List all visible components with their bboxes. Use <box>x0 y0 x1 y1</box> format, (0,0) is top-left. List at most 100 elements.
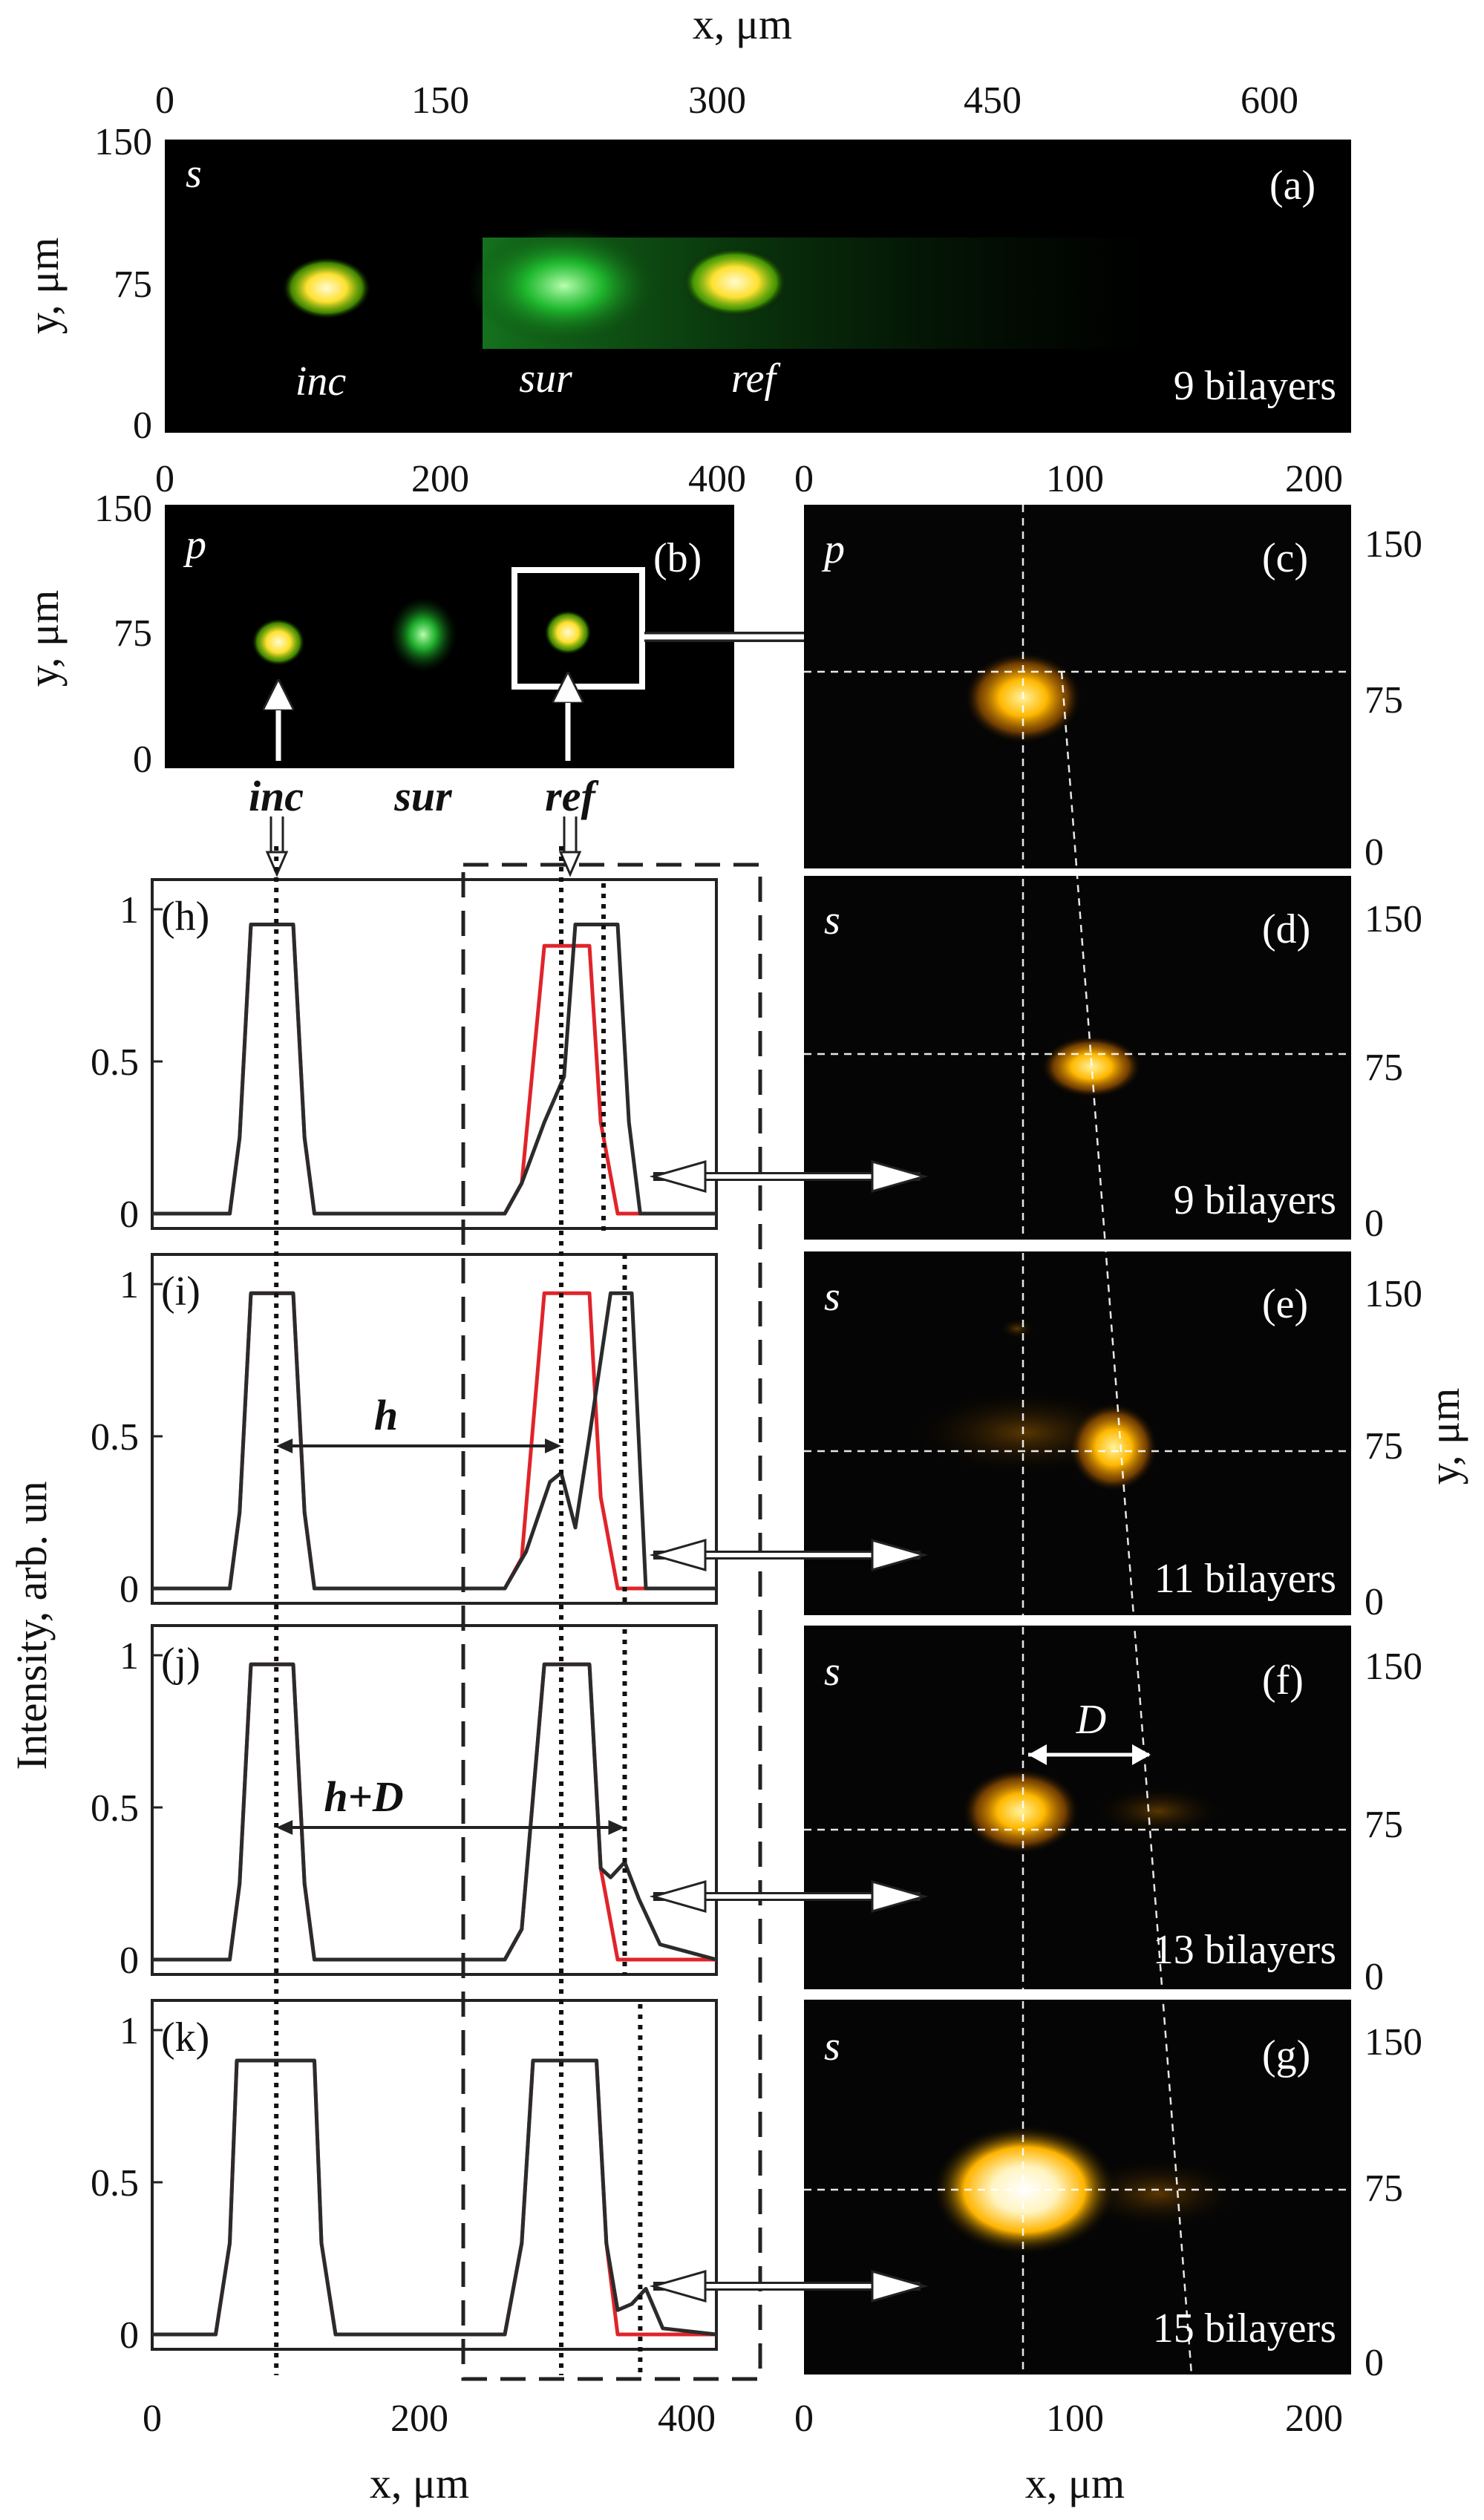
plot-y-tick: 1 <box>120 1635 139 1678</box>
top-tick: 150 <box>411 79 469 122</box>
panel-a-spot-ref: ref <box>731 356 782 402</box>
series-black <box>152 1291 716 1591</box>
panel-b-label-sur: sur <box>393 772 452 820</box>
panel-a-label: (a) <box>1269 163 1315 209</box>
panel-d-spot <box>1041 1035 1142 1098</box>
inc-spot <box>282 257 371 319</box>
right-y-tick: 0 <box>1364 2342 1384 2384</box>
right-y-tick: 150 <box>1364 2021 1422 2064</box>
right-top-x-tick: 100 <box>1046 458 1104 500</box>
right-y-tick: 0 <box>1364 1956 1384 1998</box>
h-arrow-label: h <box>374 1391 398 1439</box>
plot-y-tick: 0.5 <box>91 2162 139 2205</box>
panel-b-label: (b) <box>653 535 702 581</box>
panel-a-y-tick: 75 <box>114 264 152 306</box>
panel-d-caption: 9 bilayers <box>1174 1177 1336 1223</box>
plot-y-tick: 0 <box>120 1194 139 1236</box>
panel-a-y-label: y, μm <box>19 238 68 334</box>
plot-label: (h) <box>161 894 209 940</box>
plots-x-tick: 200 <box>390 2398 448 2440</box>
right-y-label: y, μm <box>1420 1388 1468 1485</box>
hd-arrow-left-head <box>276 1820 293 1835</box>
plot-to-image-arrows <box>649 1160 929 2303</box>
plot-label: (k) <box>161 2015 209 2061</box>
panel-f-spot <box>961 1768 1080 1854</box>
arrow-h-g-left <box>649 2270 707 2303</box>
right-y-tick: 0 <box>1364 1202 1384 1245</box>
right-y-tick: 0 <box>1364 1581 1384 1623</box>
arrow-h-d-right <box>871 1160 929 1193</box>
right-y-tick: 150 <box>1364 1273 1422 1315</box>
panel-g-caption: 15 bilayers <box>1153 2305 1336 2352</box>
panel-e-label: (e) <box>1262 1281 1308 1327</box>
plot-frame <box>151 878 718 1230</box>
panel-d-pol: s <box>824 897 840 943</box>
right-panels: D p (c) s (d) 9 bilayers s (e) 11 bilaye… <box>804 505 1351 2375</box>
panel-g-label: (g) <box>1262 2032 1310 2078</box>
arrow-h-f-right <box>871 1880 929 1913</box>
plot-y-tick: 0.5 <box>91 1416 139 1459</box>
sur-spot <box>390 598 457 672</box>
plot-y-tick: 0.5 <box>91 1787 139 1830</box>
plot-label: (j) <box>161 1640 200 1686</box>
hd-arrow-right-head <box>608 1820 625 1835</box>
plots-x-tick: 400 <box>658 2398 716 2440</box>
right-bottom-x-tick: 200 <box>1285 2398 1343 2440</box>
panel-e-caption: 11 bilayers <box>1154 1556 1336 1602</box>
inc-spot <box>252 618 305 666</box>
right-y-tick: 75 <box>1364 1047 1403 1089</box>
plot-y-tick: 1 <box>120 2010 139 2052</box>
panel-b-y-tick: 150 <box>94 488 152 530</box>
right-y-tick: 0 <box>1364 831 1384 874</box>
panel-b-x-tick: 0 <box>155 458 174 500</box>
top-tick: 450 <box>964 79 1022 122</box>
panel-f-label: (f) <box>1262 1657 1304 1704</box>
right-y-ticks: 150 75 0 150 75 0 150 75 0 150 75 0 150 … <box>1364 523 1422 2384</box>
arrow-h-e-right <box>871 1539 929 1571</box>
plot-y-tick: 0.5 <box>91 1041 139 1084</box>
panel-g-pol: s <box>824 2023 840 2069</box>
plot-y-tick: 0 <box>120 1568 139 1611</box>
right-bottom-x-tick: 0 <box>794 2398 814 2440</box>
arrow-down-inc <box>269 816 284 854</box>
panel-b-x-tick: 400 <box>688 458 746 500</box>
right-y-tick: 75 <box>1364 1425 1403 1467</box>
d-marker-right <box>1132 1744 1151 1765</box>
panel-a: s (a) inc sur ref 9 bilayers <box>165 140 1351 433</box>
right-y-tick: 150 <box>1364 898 1422 940</box>
panel-d-label: (d) <box>1262 906 1310 952</box>
plot-frame <box>151 1253 718 1605</box>
panel-b-pol: p <box>183 522 206 568</box>
panel-f-caption: 13 bilayers <box>1153 1927 1336 1973</box>
panel-b-y-label: y, μm <box>19 590 68 687</box>
d-marker-left <box>1028 1744 1047 1765</box>
arrow-head-inc <box>265 851 289 877</box>
right-x-label: x, μm <box>1025 2459 1125 2507</box>
plot-frame <box>151 1624 718 1976</box>
panel-c-pol: p <box>821 526 845 572</box>
panel-b-label-ref: ref <box>545 772 599 820</box>
panel-b-label-inc: inc <box>249 772 304 820</box>
panel-a-y-tick: 0 <box>133 405 152 447</box>
right-y-tick: 75 <box>1364 679 1403 721</box>
series-black <box>152 2058 717 2337</box>
top-tick: 0 <box>155 79 174 122</box>
panel-a-caption: 9 bilayers <box>1174 363 1336 409</box>
series-black <box>152 923 716 1216</box>
arrow-h-d-left <box>649 1160 707 1193</box>
right-top-x-tick: 0 <box>794 458 814 500</box>
plot-y-tick: 1 <box>120 889 139 932</box>
ref-region-box <box>461 863 762 2381</box>
panel-e-pol: s <box>824 1274 840 1320</box>
panel-b-y-tick: 75 <box>114 612 152 655</box>
plots-y-label: Intensity, arb. un <box>7 1481 56 1770</box>
panel-a-spot-sur: sur <box>519 356 572 402</box>
tilted-guide <box>1060 671 1193 2375</box>
right-y-tick: 150 <box>1364 523 1422 566</box>
plots-x-tick: 0 <box>143 2398 162 2440</box>
left-plots: 1 0.5 0 (h) 1 0.5 0 (i) 1 0.5 0 (j) 1 0.5 0 (k) h h+D <box>91 846 718 2375</box>
ref-spot <box>683 248 787 316</box>
d-marker-label: D <box>1076 1697 1106 1743</box>
series-black <box>152 1662 717 1962</box>
plot-label: (i) <box>161 1269 200 1315</box>
